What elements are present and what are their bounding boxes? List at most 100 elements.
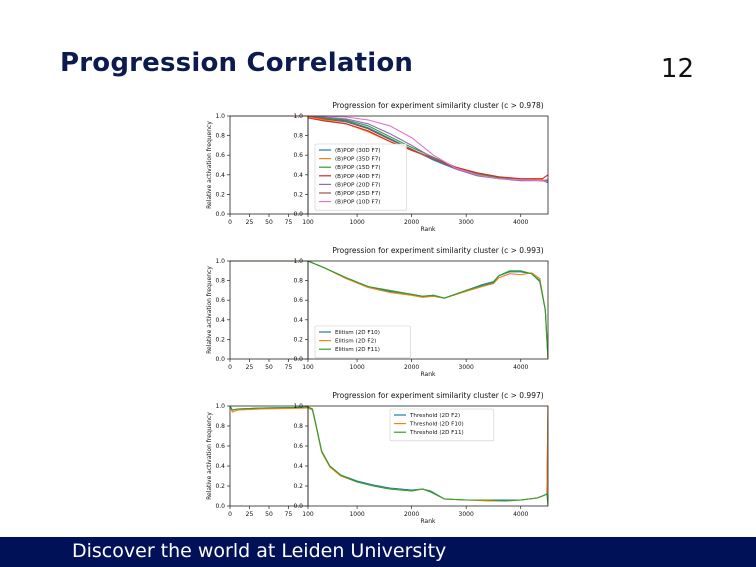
x-tick-label: 25 (246, 364, 254, 371)
legend-label: (B)POP (40D F7) (335, 174, 380, 180)
left-axes-frame (229, 260, 309, 360)
legend-label: Elitism (2D F10) (335, 330, 380, 336)
legend-box (314, 143, 407, 211)
y-tick-label-right-axis: 0.2 (293, 483, 303, 490)
x-tick-label: 3000 (459, 364, 474, 371)
legend-label: Threshold (2D F2) (409, 413, 460, 419)
footer-text: Discover the world at Leiden University (72, 540, 447, 562)
y-tick-label-right-axis: 0.8 (293, 278, 303, 285)
series-line-right (308, 260, 548, 360)
chart-title: Progression for experiment similarity cl… (332, 101, 543, 110)
y-tick-label-right-axis: 0.2 (293, 191, 303, 198)
y-tick-label-right-axis: 1.0 (293, 113, 303, 120)
x-tick-label: 3000 (459, 511, 474, 518)
chart-title: Progression for experiment similarity cl… (332, 391, 543, 400)
right-axes-frame (307, 405, 549, 507)
legend-label: Elitism (2D F2) (335, 339, 376, 345)
x-tick-label: 100 (302, 511, 314, 518)
x-tick-label: 1000 (349, 364, 364, 371)
y-tick-label: 0.2 (215, 483, 225, 490)
x-tick-label: 2000 (404, 219, 419, 226)
legend-label: Threshold (2D F10) (409, 422, 464, 428)
x-tick-label: 50 (265, 364, 273, 371)
x-tick-label: 100 (302, 364, 314, 371)
y-tick-label: 1.0 (215, 113, 225, 120)
legend-label: (B)POP (25D F7) (335, 191, 380, 197)
y-tick-label-right-axis: 0.8 (293, 133, 303, 140)
y-tick-label: 1.0 (215, 258, 225, 265)
y-tick-label-right-axis: 0.4 (293, 317, 303, 324)
legend-label: Threshold (2D F11) (409, 430, 464, 436)
x-tick-label: 75 (285, 219, 293, 226)
chart-panel-2: Progression for experiment similarity cl… (206, 246, 549, 378)
x-tick-label: 75 (285, 511, 293, 518)
y-tick-label-right-axis: 1.0 (293, 258, 303, 265)
right-axes-frame (307, 115, 549, 215)
charts-root: Progression for experiment similarity cl… (206, 101, 549, 525)
x-tick-label: 50 (265, 219, 273, 226)
chart-panel-3: Progression for experiment similarity cl… (206, 391, 549, 525)
y-tick-label-right-axis: 0.0 (293, 211, 303, 218)
y-tick-label-right-axis: 0.6 (293, 152, 303, 159)
y-tick-label: 0.6 (215, 443, 225, 450)
x-tick-label: 1000 (349, 219, 364, 226)
legend-label: (B)POP (10D F7) (335, 200, 380, 206)
y-tick-label-right-axis: 0.0 (293, 503, 303, 510)
series-line-right (308, 115, 548, 182)
y-tick-label: 0.8 (215, 278, 225, 285)
series-line-right (308, 115, 548, 183)
y-axis-label: Relative activation frequency (206, 266, 213, 354)
y-axis-label: Relative activation frequency (206, 121, 213, 209)
y-axis-label: Relative activation frequency (206, 412, 213, 500)
x-tick-label: 4000 (513, 219, 528, 226)
y-tick-label-right-axis: 0.4 (293, 463, 303, 470)
x-axis-label: Rank (421, 226, 437, 233)
y-tick-label-right-axis: 0.6 (293, 443, 303, 450)
y-tick-label: 0.2 (215, 191, 225, 198)
y-tick-label: 0.0 (215, 356, 225, 363)
y-tick-label: 0.8 (215, 423, 225, 430)
x-tick-label: 75 (285, 364, 293, 371)
y-tick-label: 0.0 (215, 503, 225, 510)
series-line-left (230, 405, 308, 411)
footer-bar: Discover the world at Leiden University (0, 537, 756, 567)
x-tick-label: 50 (265, 511, 273, 518)
y-tick-label-right-axis: 0.2 (293, 336, 303, 343)
y-tick-label: 0.0 (215, 211, 225, 218)
series-line-left (230, 405, 308, 413)
left-axes-frame (229, 405, 309, 507)
y-tick-label: 1.0 (215, 403, 225, 410)
y-tick-label-right-axis: 0.6 (293, 297, 303, 304)
x-tick-label: 0 (228, 511, 232, 518)
x-tick-label: 25 (246, 219, 254, 226)
y-tick-label: 0.4 (215, 172, 225, 179)
y-tick-label: 0.4 (215, 317, 225, 324)
x-tick-label: 4000 (513, 511, 528, 518)
x-tick-label: 2000 (404, 511, 419, 518)
y-tick-label-right-axis: 1.0 (293, 403, 303, 410)
y-tick-label: 0.8 (215, 133, 225, 140)
charts-area: Progression for experiment similarity cl… (206, 101, 549, 525)
y-tick-label-right-axis: 0.0 (293, 356, 303, 363)
x-tick-label: 0 (228, 364, 232, 371)
x-axis-label: Rank (421, 518, 437, 525)
legend-box (389, 408, 495, 442)
x-tick-label: 1000 (349, 511, 364, 518)
x-tick-label: 25 (246, 511, 254, 518)
y-tick-label: 0.2 (215, 336, 225, 343)
right-axes-frame (307, 260, 549, 360)
y-tick-label: 0.6 (215, 297, 225, 304)
y-tick-label-right-axis: 0.8 (293, 423, 303, 430)
left-axes-frame (229, 115, 309, 215)
series-line-right (308, 406, 548, 507)
series-line-right (308, 260, 548, 360)
x-tick-label: 4000 (513, 364, 528, 371)
slide-title: Progression Correlation (60, 48, 414, 78)
x-tick-label: 0 (228, 219, 232, 226)
y-tick-label-right-axis: 0.4 (293, 172, 303, 179)
legend-label: (B)POP (35D F7) (335, 157, 380, 163)
legend-label: (B)POP (20D F7) (335, 182, 380, 188)
chart-panel-1: Progression for experiment similarity cl… (206, 101, 549, 233)
page-number: 12 (660, 54, 694, 84)
x-tick-label: 2000 (404, 364, 419, 371)
